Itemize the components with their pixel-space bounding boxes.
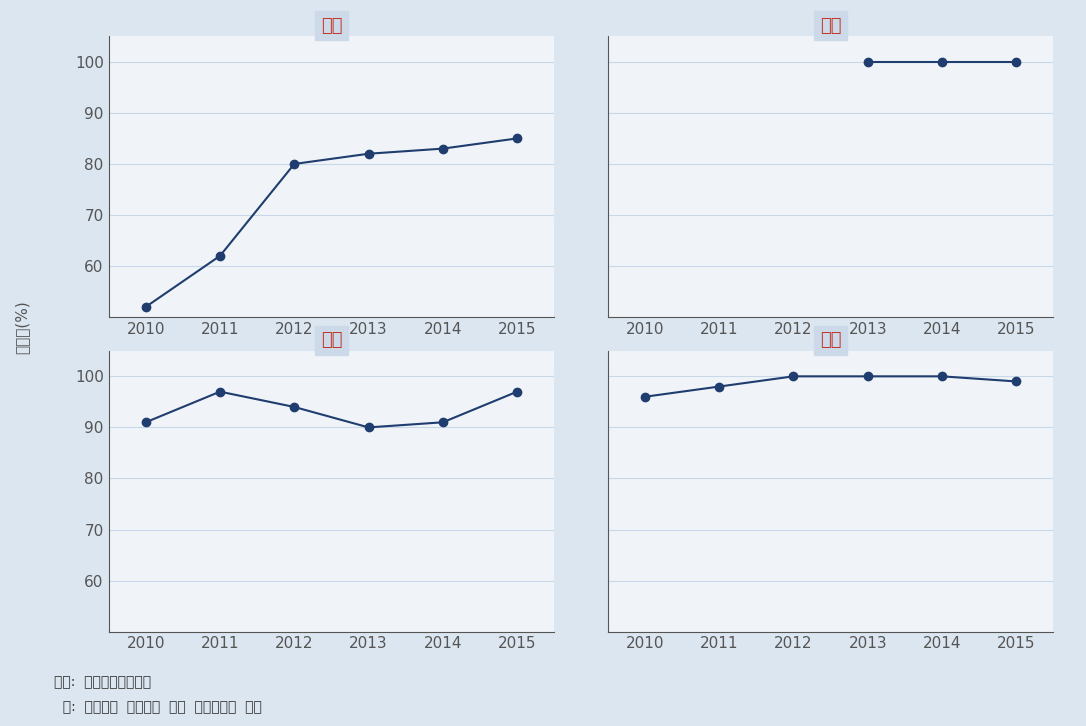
Text: 자료:  한국산업단지공단: 자료: 한국산업단지공단 xyxy=(54,675,151,689)
Text: 가동률(%): 가동률(%) xyxy=(14,300,29,354)
Text: 주:  가동률은  입주업체  대비  가동업체의  비율: 주: 가동률은 입주업체 대비 가동업체의 비율 xyxy=(54,701,262,714)
Title: 김제: 김제 xyxy=(820,17,842,35)
Title: 마산: 마산 xyxy=(820,331,842,349)
Title: 대불: 대불 xyxy=(320,331,342,349)
Title: 군산: 군산 xyxy=(320,17,342,35)
